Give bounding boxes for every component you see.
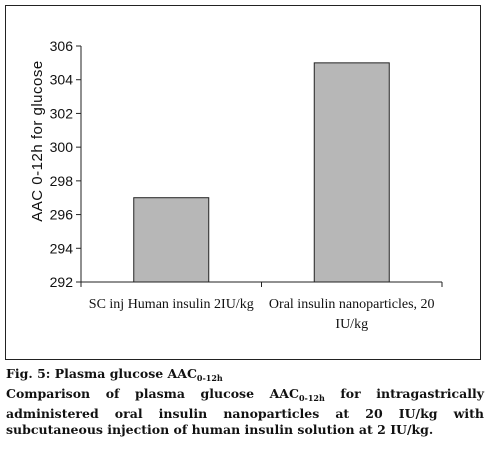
y-axis-title: AAC 0-12h for glucose	[29, 60, 46, 221]
bars	[133, 62, 390, 283]
bar-chart: 292 294 296 298 300 302 304 306 SC inj Human in…	[29, 38, 443, 332]
figure-label: Fig. 5: Plasma glucose AAC0-12h	[6, 366, 223, 383]
caption-body: Comparison of plasma glucose AAC0-12h fo…	[6, 386, 484, 437]
y-tick-label: 292	[50, 274, 74, 290]
chart-frame: 292 294 296 298 300 302 304 306 SC inj Human in…	[5, 5, 481, 360]
y-tick-label: 294	[50, 240, 74, 256]
y-tick-label: 296	[50, 207, 74, 223]
y-tick-label: 304	[50, 72, 74, 88]
y-tick-label: 298	[50, 173, 74, 189]
x-category-label: Oral insulin nanoparticles, 20	[269, 297, 435, 312]
x-axis: SC inj Human insulin 2IU/kg Oral insulin …	[80, 281, 443, 332]
y-axis: 292 294 296 298 300 302 304 306	[50, 38, 82, 290]
bar	[133, 197, 210, 283]
y-tick-label: 300	[50, 139, 74, 155]
x-category-label: IU/kg	[335, 317, 368, 332]
bar	[313, 62, 390, 283]
y-tick-label: 302	[50, 105, 74, 121]
y-tick-label: 306	[50, 38, 74, 54]
x-category-label: SC inj Human insulin 2IU/kg	[89, 297, 254, 312]
figure-caption: Fig. 5: Plasma glucose AAC0-12h Comparis…	[6, 366, 484, 438]
